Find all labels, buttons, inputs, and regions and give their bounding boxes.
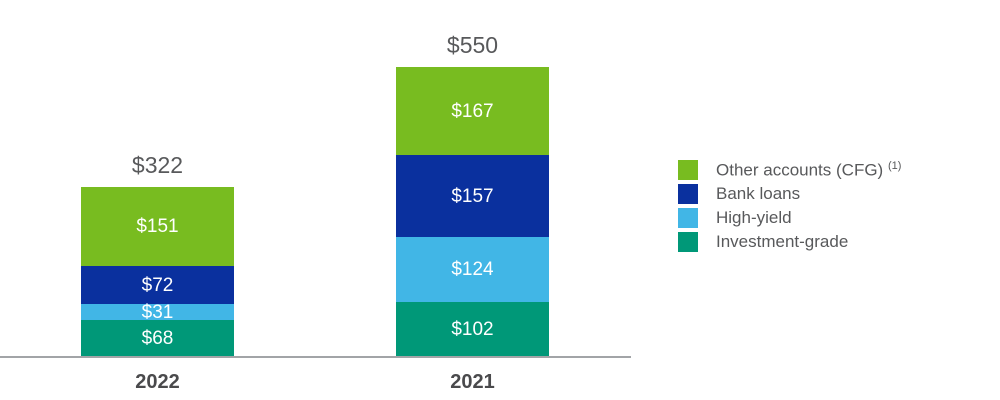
year-label-2021: 2021 <box>450 371 495 393</box>
bar-segment-2021-high-yield: $124 <box>396 237 549 303</box>
legend-label-bank-loans: Bank loans <box>716 184 801 203</box>
legend-label-text: Other accounts (CFG) <box>716 160 884 180</box>
legend-label-other-accounts: Other accounts (CFG) (1) <box>716 160 901 181</box>
bar-segment-2021-other-accounts-cfg-: $167 <box>396 67 549 155</box>
legend: Other accounts (CFG) (1) Bank loans High… <box>678 158 901 254</box>
segment-value-label: $167 <box>451 100 494 122</box>
legend-swatch-other-accounts <box>678 160 698 180</box>
bar-segment-2022-other-accounts-cfg-: $151 <box>81 186 234 267</box>
stacked-bar-2022: $68 $31 $72 $151 <box>81 186 234 356</box>
total-label-2021: $550 <box>446 32 499 59</box>
bar-segment-2022-investment-grade: $68 <box>81 320 234 356</box>
segment-value-label: $124 <box>451 259 494 281</box>
year-label-2022: 2022 <box>135 371 180 393</box>
segment-value-label: $68 <box>141 327 174 349</box>
segment-value-label: $102 <box>451 318 494 340</box>
legend-row-investment-grade: Investment-grade <box>678 230 901 254</box>
segment-value-label: $151 <box>136 216 179 238</box>
legend-row-high-yield: High-yield <box>678 206 901 230</box>
legend-label-investment-grade: Investment-grade <box>716 232 849 251</box>
legend-row-bank-loans: Bank loans <box>678 182 901 206</box>
segment-value-label: $31 <box>141 301 174 323</box>
total-label-2022: $322 <box>131 151 184 178</box>
legend-label-high-yield: High-yield <box>716 208 792 227</box>
legend-swatch-bank-loans <box>678 184 698 204</box>
segment-value-label: $72 <box>141 274 174 296</box>
bar-segment-2021-bank-loans: $157 <box>396 154 549 238</box>
bar-segment-2021-investment-grade: $102 <box>396 302 549 356</box>
bar-segment-2022-high-yield: $31 <box>81 301 234 323</box>
legend-row-other-accounts: Other accounts (CFG) (1) <box>678 158 901 182</box>
segment-value-label: $157 <box>451 185 494 207</box>
legend-swatch-investment-grade <box>678 232 698 252</box>
footnote-marker: (1) <box>887 159 902 172</box>
bar-segment-2022-bank-loans: $72 <box>81 266 234 305</box>
legend-swatch-high-yield <box>678 208 698 228</box>
stacked-bar-2021: $102 $124 $157 $167 <box>396 67 549 356</box>
x-axis-line <box>0 356 631 358</box>
